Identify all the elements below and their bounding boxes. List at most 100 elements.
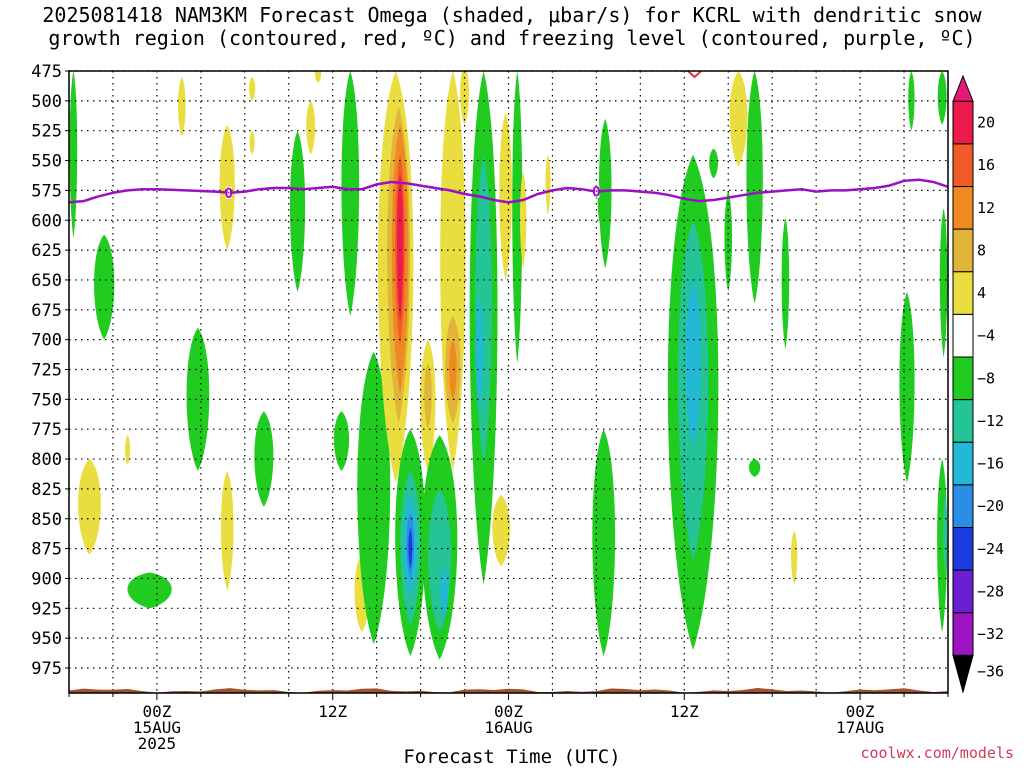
omega-region bbox=[306, 100, 316, 155]
colorbar-label: −12 bbox=[977, 412, 1004, 430]
omega-region bbox=[709, 148, 719, 179]
colorbar-swatch bbox=[952, 356, 974, 401]
omega-region bbox=[512, 71, 523, 364]
colorbar-swatch bbox=[952, 527, 974, 571]
omega-region bbox=[127, 572, 172, 609]
omega-region bbox=[396, 172, 404, 322]
y-tick-label: 550 bbox=[31, 152, 62, 172]
colorbar-label: −36 bbox=[977, 663, 1004, 681]
colorbar-label: −32 bbox=[977, 625, 1004, 643]
y-tick-label: 575 bbox=[31, 181, 62, 201]
omega-region bbox=[460, 71, 469, 125]
omega-region bbox=[943, 494, 947, 573]
colorbar-swatch bbox=[952, 228, 974, 273]
omega-region bbox=[248, 76, 256, 101]
y-tick-label: 700 bbox=[31, 331, 62, 351]
omega-region bbox=[440, 566, 448, 621]
omega-region bbox=[449, 339, 457, 400]
colorbar-swatch bbox=[952, 100, 974, 145]
omega-region bbox=[746, 71, 763, 304]
colorbar-swatch bbox=[952, 271, 974, 315]
freezing-label-bg bbox=[593, 185, 600, 198]
y-tick-label: 600 bbox=[31, 211, 62, 231]
colorbar-swatch bbox=[952, 186, 974, 230]
omega-region bbox=[937, 71, 947, 125]
omega-region bbox=[899, 291, 915, 483]
colorbar-swatch bbox=[952, 484, 974, 529]
y-tick-label: 925 bbox=[31, 599, 62, 619]
omega-region bbox=[592, 429, 616, 657]
colorbar-label: 8 bbox=[977, 241, 986, 259]
omega-region bbox=[249, 130, 255, 155]
x-tick-label: 00Z bbox=[494, 702, 523, 721]
y-tick-label: 850 bbox=[31, 510, 62, 530]
x-tick-label: 12Z bbox=[670, 702, 699, 721]
omega-region bbox=[598, 118, 612, 269]
y-tick-label: 875 bbox=[31, 540, 62, 560]
omega-region bbox=[939, 208, 948, 358]
y-tick-label: 750 bbox=[31, 390, 62, 410]
y-tick-label: 800 bbox=[31, 450, 62, 470]
colorbar-label: 12 bbox=[977, 199, 995, 217]
x-tick-label: 12Z bbox=[318, 702, 347, 721]
x-tick-label: 00Z bbox=[142, 702, 171, 721]
omega-region bbox=[729, 71, 748, 167]
y-tick-label: 675 bbox=[31, 301, 62, 321]
omega-region bbox=[289, 130, 306, 292]
x-tick-label: 16AUG bbox=[484, 718, 532, 737]
title-line-1: 2025081418 NAM3KM Forecast Omega (shaded… bbox=[42, 3, 982, 27]
title-line-2: growth region (contoured, red, ºC) and f… bbox=[48, 26, 976, 50]
terrain-ground bbox=[69, 688, 948, 693]
omega-region bbox=[545, 154, 551, 215]
omega-region bbox=[492, 494, 511, 567]
omega-region bbox=[748, 459, 761, 477]
omega-region bbox=[78, 459, 101, 555]
omega-region bbox=[781, 217, 790, 350]
omega-region bbox=[314, 71, 322, 83]
freezing-level-line bbox=[69, 178, 948, 204]
omega-region bbox=[408, 528, 413, 569]
colorbar-label: 20 bbox=[977, 114, 995, 132]
y-tick-label: 975 bbox=[31, 659, 62, 679]
colorbar-swatch bbox=[952, 612, 974, 656]
y-tick-label: 950 bbox=[31, 629, 62, 649]
omega-region bbox=[94, 234, 115, 340]
colorbar-swatch bbox=[952, 569, 974, 614]
y-tick-label: 825 bbox=[31, 480, 62, 500]
y-tick-label: 900 bbox=[31, 569, 62, 589]
omega-region bbox=[186, 327, 210, 471]
dendritic-contour bbox=[686, 71, 703, 79]
omega-shading bbox=[69, 71, 948, 660]
colorbar-swatch bbox=[952, 441, 974, 486]
chart-title: 2025081418 NAM3KM Forecast Omega (shaded… bbox=[0, 4, 1024, 50]
omega-region bbox=[333, 411, 350, 471]
x-tick-label: 15AUG bbox=[133, 718, 181, 737]
y-tick-label: 625 bbox=[31, 241, 62, 261]
y-tick-label: 725 bbox=[31, 361, 62, 381]
x-tick-label: 2025 bbox=[138, 734, 177, 753]
omega-region bbox=[341, 71, 360, 316]
omega-region bbox=[475, 297, 483, 412]
omega-region bbox=[791, 530, 798, 585]
y-tick-label: 650 bbox=[31, 271, 62, 291]
x-axis-title: Forecast Time (UTC) bbox=[403, 746, 621, 768]
omega-region bbox=[69, 71, 78, 239]
y-tick-label: 775 bbox=[31, 420, 62, 440]
omega-region bbox=[908, 71, 915, 131]
colorbar-top-arrow bbox=[952, 74, 974, 102]
colorbar-label: −4 bbox=[977, 327, 995, 345]
omega-region bbox=[178, 76, 186, 137]
omega-region bbox=[499, 112, 512, 280]
colorbar-label: 4 bbox=[977, 284, 986, 302]
y-tick-label: 475 bbox=[31, 62, 62, 82]
omega-region bbox=[125, 435, 131, 466]
credit-link[interactable]: coolwx.com/models bbox=[860, 744, 1014, 762]
omega-region bbox=[685, 279, 701, 448]
omega-region bbox=[519, 172, 527, 269]
omega-region bbox=[357, 351, 391, 645]
x-tick-label: 00Z bbox=[846, 702, 875, 721]
y-tick-label: 525 bbox=[31, 122, 62, 142]
freezing-level-label: 0 bbox=[592, 185, 600, 201]
x-tick-label: 17AUG bbox=[836, 718, 884, 737]
colorbar-label: −20 bbox=[977, 497, 1004, 515]
